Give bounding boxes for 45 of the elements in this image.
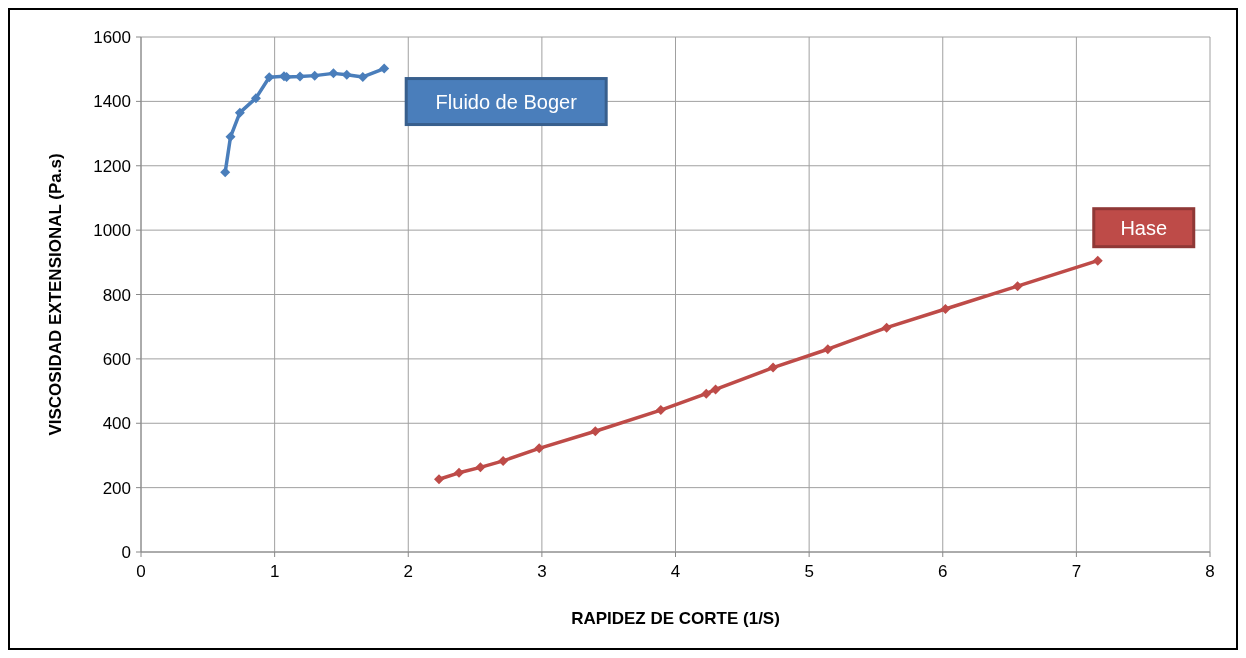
y-tick-label: 600: [102, 349, 131, 369]
point: [328, 68, 339, 79]
x-axis-title: RAPIDEZ DE CORTE (1/S): [571, 609, 780, 628]
x-tick-label: 4: [670, 562, 681, 581]
point: [710, 384, 721, 395]
point: [534, 443, 545, 454]
point: [701, 388, 712, 399]
point: [822, 344, 833, 355]
point: [940, 303, 951, 314]
point: [234, 107, 245, 118]
y-tick-label: 1600: [93, 28, 131, 47]
y-tick-label: 1200: [93, 156, 131, 176]
y-axis-title: VISCOSIDAD EXTENSIONAL (Pa.s): [46, 153, 65, 436]
y-tick-label: 0: [121, 543, 131, 562]
x-tick-label: 0: [136, 562, 146, 581]
y-tick-label: 400: [102, 414, 131, 434]
series-label: Hase: [1120, 216, 1168, 239]
y-tick-label: 1400: [93, 92, 131, 112]
point: [433, 474, 444, 485]
x-tick-label: 1: [269, 562, 280, 581]
point: [498, 455, 509, 466]
point: [590, 426, 601, 437]
point: [1092, 255, 1103, 266]
point: [655, 405, 666, 416]
text: Fluido de Boger: [435, 90, 578, 113]
x-tick-label: 5: [804, 562, 814, 581]
y-tick-label: 800: [102, 285, 131, 305]
x-tick-label: 3: [537, 562, 547, 581]
x-tick-label: 8: [1205, 562, 1215, 581]
point: [220, 167, 231, 178]
point: [454, 467, 465, 478]
point: [768, 362, 779, 373]
x-tick-label: 2: [403, 562, 413, 581]
x-tick-label: 6: [938, 562, 948, 581]
x-tick-label: 7: [1071, 562, 1082, 581]
point: [250, 93, 261, 104]
y-tick-label: 200: [102, 478, 131, 498]
y-tick-label: 1000: [93, 221, 131, 241]
point: [379, 63, 390, 74]
point: [881, 322, 892, 333]
point: [264, 72, 275, 83]
point: [475, 462, 486, 473]
point: [225, 131, 236, 142]
point: [1012, 281, 1023, 292]
point: [309, 70, 320, 81]
